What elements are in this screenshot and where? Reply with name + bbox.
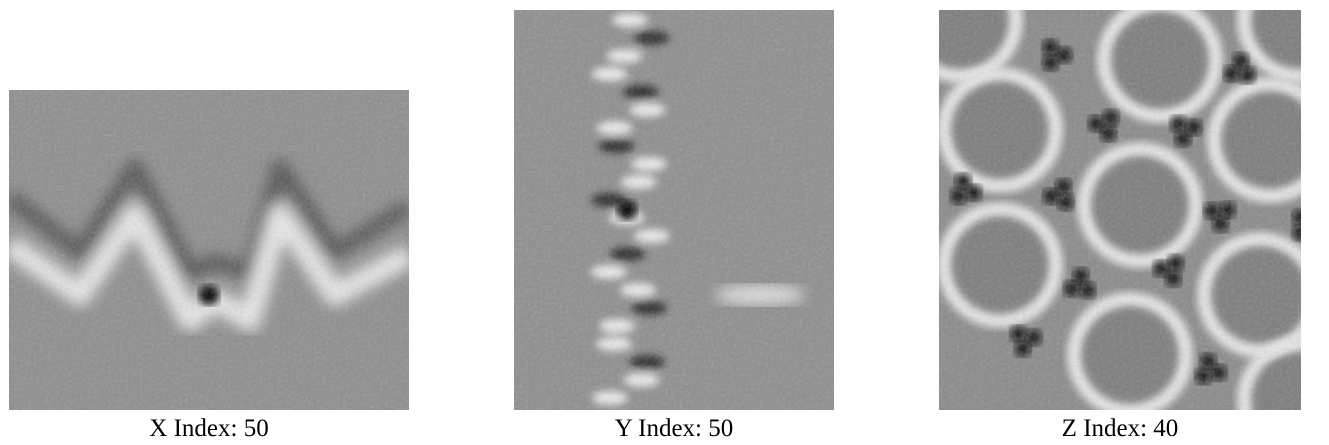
y-slice-image xyxy=(514,10,834,410)
x-slice-image xyxy=(9,90,409,410)
z-slice-image xyxy=(939,10,1322,410)
panel-caption: Y Index: 50 xyxy=(615,415,734,442)
panel-caption: Z Index: 40 xyxy=(1062,415,1179,442)
panel-caption: X Index: 50 xyxy=(149,415,268,442)
texture xyxy=(1306,217,1322,233)
